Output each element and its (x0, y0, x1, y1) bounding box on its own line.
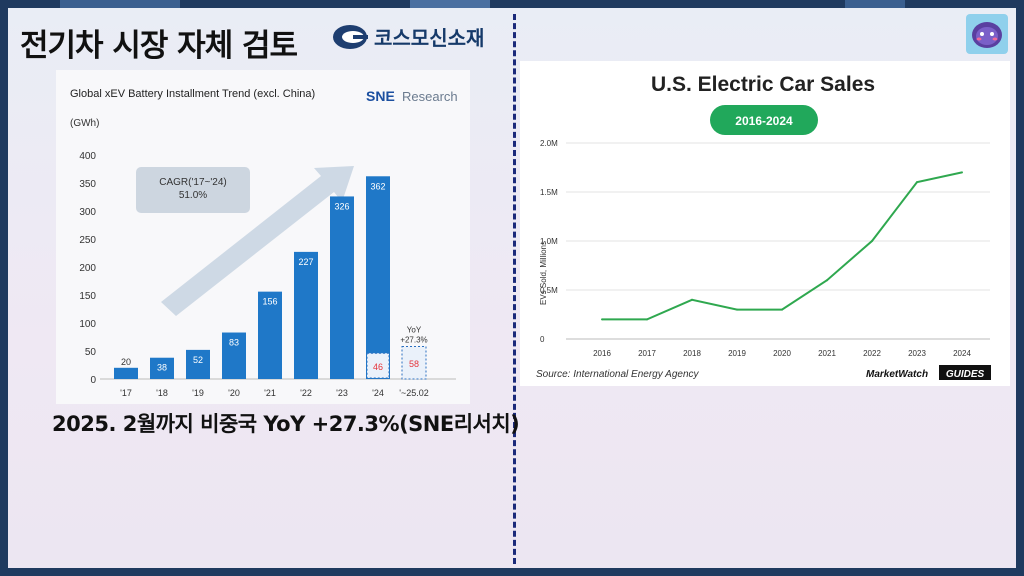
line-ytick-label: 1.0M (540, 237, 558, 246)
ev-sales-point (826, 279, 828, 282)
frame-stripe (845, 0, 905, 8)
company-mark-icon (333, 24, 368, 49)
line-ytick-label: 1.5M (540, 188, 558, 197)
bar (294, 251, 318, 379)
bar (222, 332, 246, 379)
line-xtick-label: 2023 (908, 349, 926, 358)
bar-ytick-label: 0 (90, 375, 96, 386)
ev-sales-point (961, 171, 963, 174)
year-range-badge (710, 105, 818, 135)
line-xtick-label: 2024 (953, 349, 971, 358)
line-xtick-label: 2019 (728, 349, 746, 358)
mascot-icon (972, 22, 1002, 48)
growth-arrow-icon (161, 166, 354, 316)
bar-category-label: '18 (156, 388, 168, 398)
bar (186, 349, 210, 379)
sne-logo-suffix: Research (402, 89, 458, 104)
sne-logo-prefix: SNE (366, 88, 395, 104)
ev-sales-point (736, 308, 738, 311)
bar (150, 357, 174, 379)
line-xtick-label: 2017 (638, 349, 656, 358)
bar-category-label: '22 (300, 388, 312, 398)
yoy-label: YoY (407, 326, 422, 335)
bar-value-label: 362 (370, 181, 385, 191)
company-name: 코스모신소재 (374, 26, 485, 50)
bar (114, 367, 138, 379)
bar-ytick-label: 250 (79, 235, 96, 246)
bar-value-label: 52 (193, 355, 203, 365)
ev-sales-point (871, 240, 873, 242)
bar-category-label: '19 (192, 388, 204, 398)
marketwatch-logo: MarketWatch (866, 369, 928, 380)
battery-chart-card: Global xEV Battery Installment Trend (ex… (56, 70, 470, 404)
bar-ytick-label: 300 (79, 207, 96, 218)
cagr-value: 51.0% (179, 190, 207, 201)
company-logo: 코스모신소재 (332, 22, 484, 51)
line-xtick-label: 2020 (773, 349, 791, 358)
line-xtick-label: 2021 (818, 349, 836, 358)
line-ylabel: EVs Sold, Millions (539, 241, 548, 305)
bar-value-label: 156 (262, 297, 277, 307)
bar-category-label: '20 (228, 388, 240, 398)
highlight-value-label: 46 (373, 362, 383, 372)
line-ytick-label: 2.0M (540, 139, 558, 148)
us-ev-line-chart: U.S. Electric Car Sales 2016-2024 EVs So… (536, 73, 991, 380)
yoy-value: +27.3% (400, 336, 427, 345)
battery-bar-chart: Global xEV Battery Installment Trend (ex… (70, 88, 458, 398)
bar-category-label: '23 (336, 388, 348, 398)
source-note: Source: International Energy Agency (536, 369, 700, 380)
guides-label: GUIDES (946, 369, 985, 380)
bar (330, 196, 354, 379)
ytd-bar (401, 346, 427, 380)
bar-category-label: '24 (372, 388, 384, 398)
ev-sales-point (691, 298, 693, 301)
highlight-bar (366, 352, 390, 379)
bar-value-label: 38 (157, 363, 167, 373)
bar-ytick-label: 400 (79, 151, 96, 162)
ev-sales-point (781, 308, 783, 311)
bar-category-label: '17 (120, 388, 132, 398)
page-title: 전기차 시장 자체 검토 (20, 28, 298, 64)
cagr-label: CAGR('17~'24) (159, 177, 226, 188)
mascot-avatar (966, 14, 1008, 54)
line-ytick-label: 0 (540, 335, 545, 344)
frame-stripe (410, 0, 490, 8)
chart-caption: 2025. 2월까지 비중국 YoY +27.3%(SNE리서치) (52, 412, 520, 436)
bar-value-label: 20 (121, 357, 131, 367)
line-ytick-label: 0.5M (540, 286, 558, 295)
bar-chart-title: Global xEV Battery Installment Trend (ex… (70, 88, 315, 100)
bar-ytick-label: 100 (79, 319, 96, 330)
line-xtick-label: 2016 (593, 349, 611, 358)
frame-stripe (60, 0, 180, 8)
bar-ytick-label: 150 (79, 291, 96, 302)
ev-sales-line (602, 171, 963, 321)
bar-ytick-label: 50 (85, 347, 97, 358)
line-xtick-label: 2022 (863, 349, 881, 358)
bar-ytick-label: 200 (79, 263, 96, 274)
guides-badge (939, 365, 991, 380)
bar-category-label: '21 (264, 388, 276, 398)
bar-value-label: 227 (298, 257, 313, 267)
bar-value-label: 83 (229, 338, 239, 348)
bar-value-label: 326 (334, 201, 349, 211)
bar-ytick-label: 350 (79, 179, 96, 190)
ev-sales-point (601, 318, 603, 321)
bar (366, 176, 390, 379)
ev-sales-point (916, 181, 918, 184)
bar-category-label: '~25.02 (399, 388, 429, 398)
ytd-value-label: 58 (409, 359, 419, 369)
bar (258, 291, 282, 379)
cagr-box (136, 167, 250, 213)
dashed-divider (513, 14, 516, 564)
year-range-label: 2016-2024 (735, 114, 793, 128)
line-xtick-label: 2018 (683, 349, 701, 358)
us-ev-sales-card: U.S. Electric Car Sales 2016-2024 EVs So… (520, 61, 1010, 386)
ev-sales-point (646, 318, 648, 321)
bar-ylabel: (GWh) (70, 118, 99, 129)
line-chart-title: U.S. Electric Car Sales (651, 73, 875, 96)
